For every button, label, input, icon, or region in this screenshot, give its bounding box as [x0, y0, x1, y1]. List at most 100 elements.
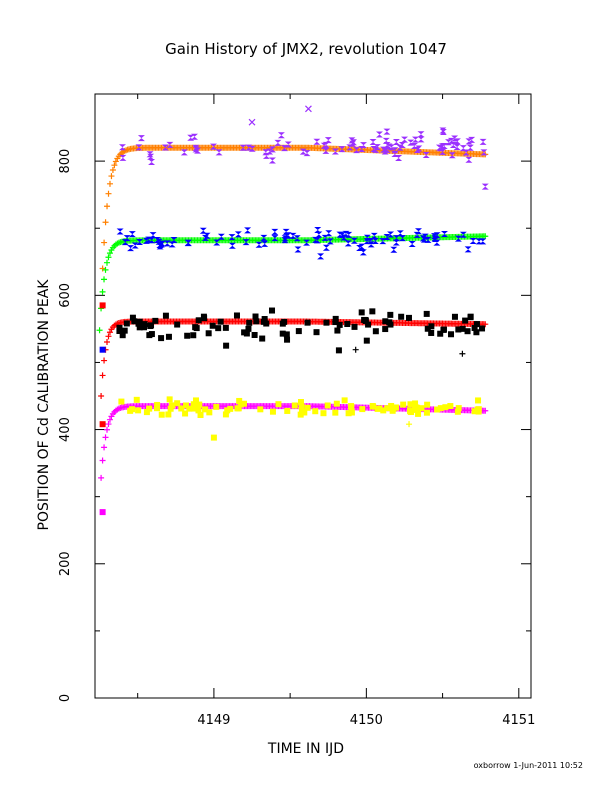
data-point: [283, 331, 290, 338]
data-point: [251, 331, 258, 338]
data-point: [155, 238, 163, 245]
data-point: [454, 235, 462, 242]
data-point: [367, 241, 375, 248]
data-point: [465, 156, 473, 163]
data-point: [415, 410, 422, 417]
data-point: [313, 329, 320, 336]
outlier-point: [390, 246, 398, 253]
data-point: [166, 396, 173, 403]
data-point: [131, 318, 138, 325]
data-point: [201, 315, 208, 322]
data-point: [475, 397, 482, 404]
data-point: [135, 320, 142, 327]
data-point: [236, 397, 243, 404]
outlier-point: [305, 105, 312, 113]
data-point: [447, 403, 454, 410]
data-point: [332, 409, 339, 416]
data-point: [245, 325, 252, 332]
data-point: [136, 324, 143, 331]
data-point: [382, 326, 389, 333]
data-point: [480, 149, 488, 156]
data-point: [186, 405, 193, 412]
data-point: [464, 328, 471, 335]
outlier-point: [248, 118, 256, 126]
data-point: [387, 311, 394, 318]
y-axis-label: POSITION OF Cd CALIBRATION PEAK: [36, 279, 52, 531]
data-point: [133, 396, 140, 403]
data-point: [162, 312, 169, 319]
data-point: [473, 329, 480, 336]
data-point: [170, 236, 178, 243]
data-point: [387, 231, 395, 238]
data-point: [252, 313, 259, 320]
data-point: [182, 410, 189, 417]
y-tick-label: 0: [58, 694, 73, 702]
outlier-point: [223, 342, 230, 349]
data-point: [322, 244, 330, 251]
outlier-point: [359, 249, 367, 256]
data-point: [99, 457, 106, 464]
data-point: [454, 408, 461, 415]
data-point: [274, 139, 282, 146]
data-point: [237, 401, 244, 408]
data-point: [298, 403, 305, 410]
data-point: [143, 409, 150, 416]
data-point: [384, 405, 391, 412]
data-point: [99, 288, 106, 295]
data-point: [141, 321, 148, 328]
data-point: [313, 237, 321, 244]
data-point: [187, 134, 195, 141]
data-point: [482, 321, 489, 328]
data-point: [284, 407, 291, 414]
data-point: [482, 407, 489, 414]
data-point: [109, 166, 116, 173]
data-point: [299, 148, 307, 155]
data-point: [320, 142, 328, 149]
data-point: [408, 240, 416, 247]
outlier-point: [99, 421, 106, 428]
data-point: [135, 407, 142, 414]
data-point: [146, 332, 153, 339]
data-point: [331, 148, 339, 155]
data-point: [119, 332, 126, 339]
data-point: [283, 232, 291, 239]
data-point: [275, 401, 282, 408]
data-point: [304, 319, 311, 326]
data-point: [233, 312, 240, 319]
data-point: [392, 239, 400, 246]
data-point: [471, 408, 478, 415]
y-tick-label: 200: [58, 551, 73, 576]
data-point: [451, 135, 459, 142]
data-point: [479, 238, 487, 245]
data-point: [469, 238, 477, 245]
data-point: [180, 149, 188, 156]
data-point: [146, 405, 153, 412]
data-point: [479, 138, 487, 145]
data-point: [376, 405, 383, 412]
data-point: [440, 326, 447, 333]
data-point: [373, 144, 381, 151]
data-point: [140, 324, 147, 331]
data-point: [467, 314, 474, 321]
outlier-point: [352, 346, 359, 353]
data-point: [442, 404, 449, 411]
data-point: [479, 325, 486, 332]
data-point: [382, 318, 389, 325]
data-point: [244, 227, 252, 234]
data-point: [129, 314, 136, 321]
data-point: [459, 325, 466, 332]
data-point: [440, 231, 448, 238]
data-point: [277, 132, 285, 139]
data-point: [466, 144, 474, 151]
data-point: [158, 335, 165, 342]
outlier-point: [406, 421, 413, 428]
data-point: [234, 231, 242, 238]
data-point: [103, 259, 110, 266]
data-point: [99, 372, 106, 379]
data-point: [148, 159, 156, 166]
data-point: [398, 235, 406, 242]
data-point: [118, 398, 125, 405]
data-point: [195, 407, 202, 414]
data-point: [209, 143, 217, 150]
